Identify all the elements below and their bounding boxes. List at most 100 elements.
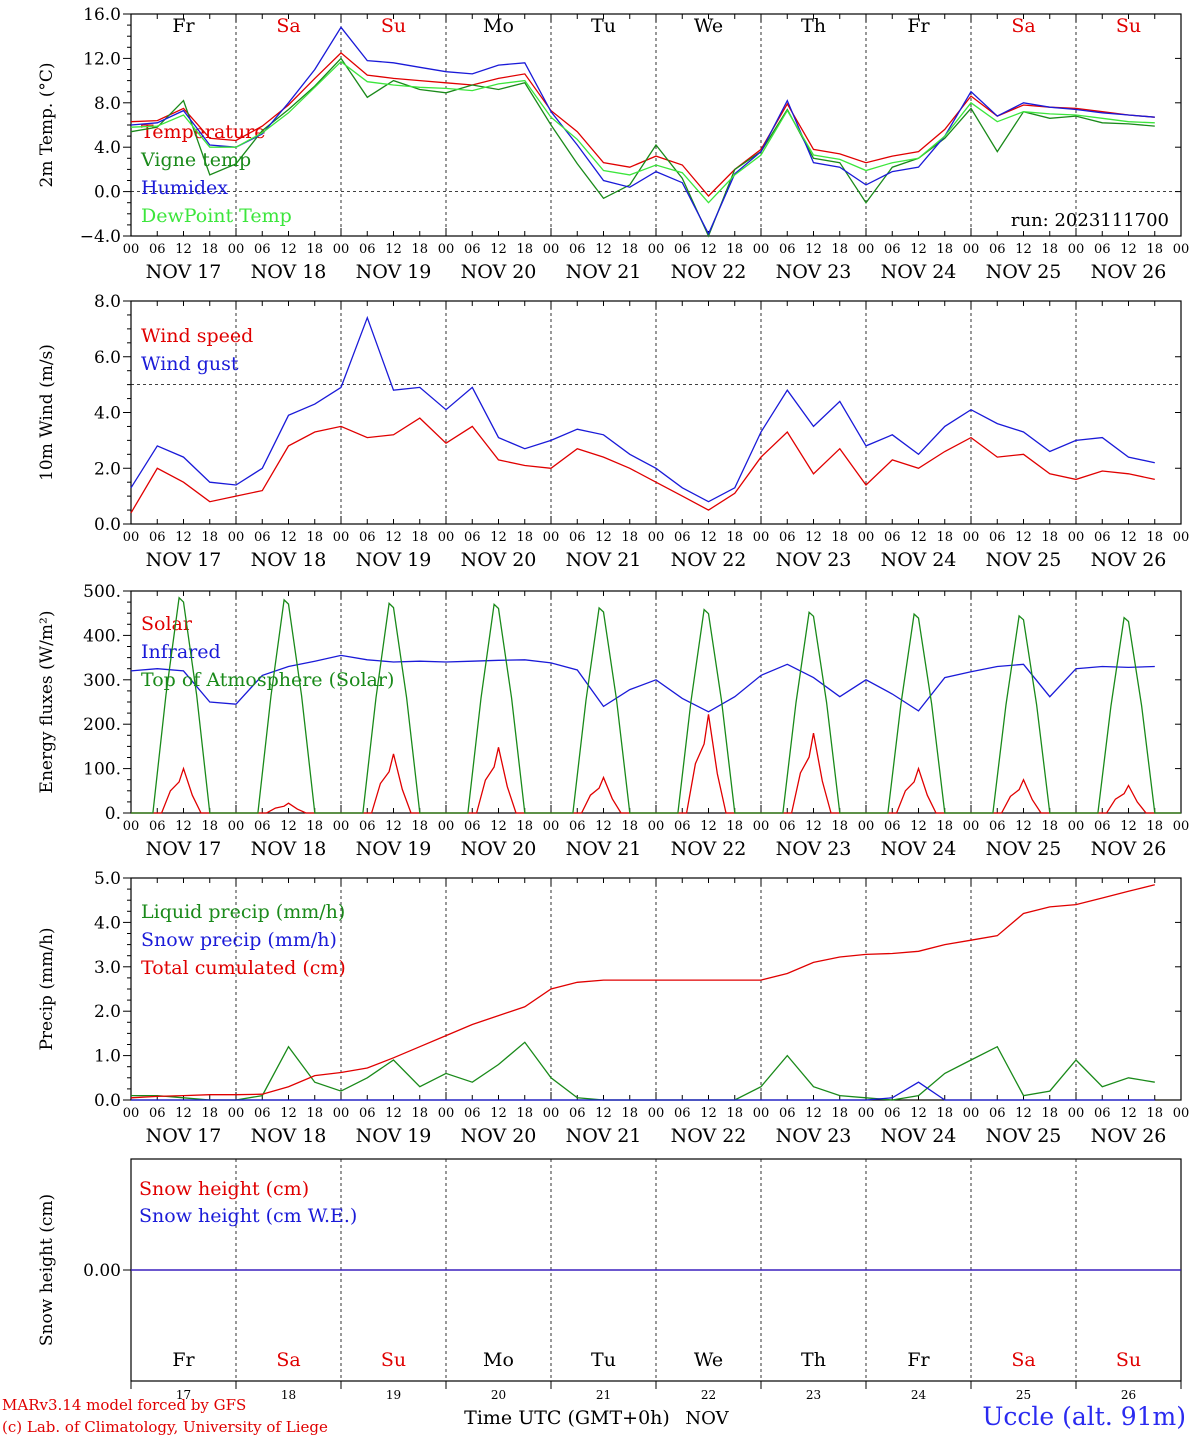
hour-tick-label: 00: [648, 242, 665, 257]
day-number-label: 26: [1121, 1388, 1136, 1402]
hour-tick-label: 12: [280, 819, 297, 834]
y-tick-label: 300.: [83, 671, 121, 691]
series-line-snow-precip-mm-h-: [131, 1081, 1155, 1101]
date-label: NOV 26: [1091, 261, 1167, 283]
y-tick-label: −4.0: [80, 227, 121, 247]
hour-tick-label: 12: [700, 242, 717, 257]
hour-tick-label: 18: [936, 819, 953, 834]
hour-tick-label: 12: [595, 819, 612, 834]
hour-tick-label: 18: [411, 242, 428, 257]
legend-entry: Solar: [141, 613, 193, 635]
hour-tick-label: 00: [1068, 1106, 1085, 1121]
hour-tick-label: 00: [543, 1106, 560, 1121]
date-label: NOV 19: [356, 1125, 432, 1147]
legend-entry: Snow height (cm): [139, 1178, 309, 1200]
hour-tick-label: 12: [910, 1106, 927, 1121]
date-label: NOV 24: [881, 838, 957, 860]
hour-tick-label: 00: [438, 242, 455, 257]
date-label: NOV 18: [251, 549, 327, 571]
hour-tick-label: 00: [333, 819, 350, 834]
hour-tick-label: 06: [779, 819, 796, 834]
weekday-label: Su: [1116, 15, 1141, 37]
day-number-label: 19: [386, 1388, 401, 1402]
series-line-top-of-atmosphere-solar-: [131, 596, 1181, 814]
y-tick-label: 8.0: [94, 292, 121, 312]
hour-tick-label: 12: [490, 242, 507, 257]
legend-entry: Vigne temp: [140, 149, 251, 171]
legend-entry: Total cumulated (cm): [141, 957, 346, 979]
hour-tick-label: 18: [936, 1106, 953, 1121]
hour-tick-label: 06: [779, 1106, 796, 1121]
hour-tick-label: 06: [884, 819, 901, 834]
hour-tick-label: 18: [411, 530, 428, 545]
hour-tick-label: 06: [989, 530, 1006, 545]
hour-tick-label: 12: [1015, 1106, 1032, 1121]
y-tick-label: 0.00: [83, 1261, 121, 1281]
hour-tick-label: 12: [175, 530, 192, 545]
weekday-label: Tu: [591, 1349, 616, 1371]
hour-tick-label: 12: [280, 242, 297, 257]
hour-tick-label: 12: [595, 242, 612, 257]
date-label: NOV 23: [776, 261, 852, 283]
hour-tick-label: 00: [333, 242, 350, 257]
weekday-label: Fr: [907, 1349, 930, 1371]
hour-tick-label: 00: [963, 242, 980, 257]
hour-tick-label: 00: [648, 1106, 665, 1121]
hour-tick-label: 06: [989, 1106, 1006, 1121]
hour-tick-label: 00: [858, 819, 875, 834]
hour-tick-label: 18: [621, 530, 638, 545]
legend-entry: Wind gust: [141, 353, 239, 375]
hour-tick-label: 00: [963, 530, 980, 545]
hour-tick-label: 00: [1173, 819, 1190, 834]
y-tick-label: 500.: [83, 582, 121, 602]
hour-tick-label: 18: [621, 819, 638, 834]
hour-tick-label: 06: [149, 530, 166, 545]
hour-tick-label: 18: [306, 530, 323, 545]
y-tick-label: 2.0: [94, 1002, 121, 1022]
hour-tick-label: 18: [306, 242, 323, 257]
hour-tick-label: 12: [280, 1106, 297, 1121]
date-label: NOV 18: [251, 261, 327, 283]
hour-tick-label: 18: [621, 242, 638, 257]
hour-tick-label: 00: [858, 1106, 875, 1121]
hour-tick-label: 00: [753, 819, 770, 834]
hour-tick-label: 00: [753, 530, 770, 545]
hour-tick-label: 12: [910, 530, 927, 545]
legend-entry: Snow precip (mm/h): [141, 929, 337, 951]
date-label: NOV 23: [776, 1125, 852, 1147]
y-tick-label: 0.0: [94, 1091, 121, 1111]
hour-tick-label: 06: [359, 242, 376, 257]
hour-tick-label: 12: [490, 530, 507, 545]
day-number-label: 20: [491, 1388, 506, 1402]
date-label: NOV 26: [1091, 1125, 1167, 1147]
weekday-label: Sa: [1011, 15, 1035, 37]
y-tick-label: 100.: [83, 760, 121, 780]
series-line-vigne-temp: [130, 57, 1155, 238]
date-label: NOV 18: [251, 1125, 327, 1147]
hour-tick-label: 12: [700, 1106, 717, 1121]
hour-tick-label: 12: [1120, 819, 1137, 834]
hour-tick-label: 06: [989, 242, 1006, 257]
hour-tick-label: 18: [831, 242, 848, 257]
hour-tick-label: 12: [175, 1106, 192, 1121]
hour-tick-label: 06: [464, 242, 481, 257]
date-label: NOV 20: [461, 549, 537, 571]
date-label: NOV 26: [1091, 838, 1167, 860]
hour-tick-label: 00: [123, 530, 140, 545]
hour-tick-label: 00: [858, 242, 875, 257]
day-number-label: 21: [596, 1388, 611, 1402]
hour-tick-label: 18: [516, 242, 533, 257]
y-tick-label: 0.0: [94, 183, 121, 203]
hour-tick-label: 00: [1068, 530, 1085, 545]
hour-tick-label: 06: [674, 242, 691, 257]
hour-tick-label: 18: [726, 819, 743, 834]
y-tick-label: 3.0: [94, 958, 121, 978]
x-axis-label: Time UTC (GMT+0h): [464, 1407, 670, 1429]
hour-tick-label: 06: [569, 1106, 586, 1121]
weekday-label: We: [694, 15, 723, 37]
hour-tick-label: 12: [805, 242, 822, 257]
y-axis-label: 10m Wind (m/s): [37, 344, 57, 481]
date-label: NOV 24: [881, 1125, 957, 1147]
date-label: NOV 25: [986, 549, 1062, 571]
date-label: NOV 25: [986, 261, 1062, 283]
